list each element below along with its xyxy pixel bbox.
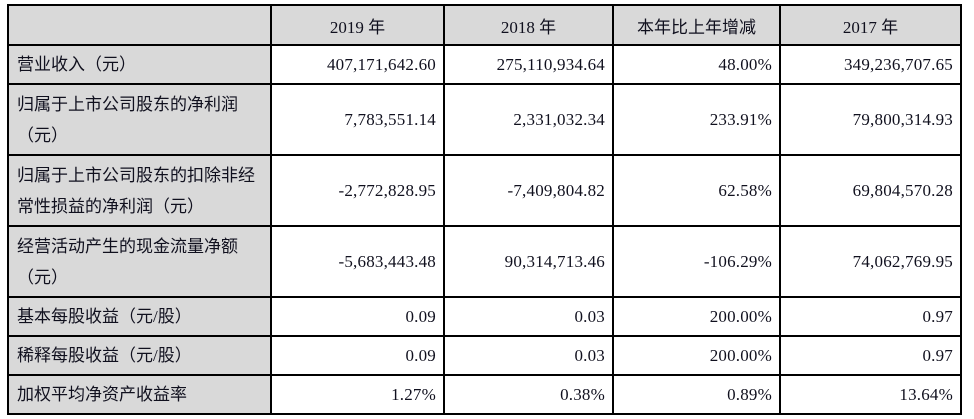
value-cell: 0.89% <box>612 374 781 415</box>
value-cell: -5,683,443.48 <box>270 225 445 298</box>
value-cell: 233.91% <box>612 83 781 156</box>
table-row-weighted-avg-roe: 加权平均净资产收益率 1.27% 0.38% 0.89% 13.64% <box>7 374 962 415</box>
table-row-basic-eps: 基本每股收益（元/股） 0.09 0.03 200.00% 0.97 <box>7 296 962 337</box>
value-cell: 0.03 <box>443 335 614 376</box>
value-cell: -7,409,804.82 <box>443 154 614 227</box>
column-header-2017: 2017 年 <box>779 4 962 46</box>
row-label-cell: 归属于上市公司股东的净利润（元） <box>7 83 272 156</box>
value-cell: 7,783,551.14 <box>270 83 445 156</box>
row-label-cell: 经营活动产生的现金流量净额（元） <box>7 225 272 298</box>
header-row: 2019 年 2018 年 本年比上年增减 2017 年 <box>7 4 962 46</box>
value-cell: 200.00% <box>612 335 781 376</box>
value-cell: -2,772,828.95 <box>270 154 445 227</box>
column-header-yoy-change: 本年比上年增减 <box>612 4 781 46</box>
value-cell: 2,331,032.34 <box>443 83 614 156</box>
value-cell: 90,314,713.46 <box>443 225 614 298</box>
value-cell: 74,062,769.95 <box>779 225 962 298</box>
value-cell: 275,110,934.64 <box>443 44 614 85</box>
value-cell: 62.58% <box>612 154 781 227</box>
row-label-cell: 基本每股收益（元/股） <box>7 296 272 337</box>
row-label-cell: 归属于上市公司股东的扣除非经常性损益的净利润（元） <box>7 154 272 227</box>
table-row-diluted-eps: 稀释每股收益（元/股） 0.09 0.03 200.00% 0.97 <box>7 335 962 376</box>
column-header-2019: 2019 年 <box>270 4 445 46</box>
value-cell: 0.38% <box>443 374 614 415</box>
column-header-2018: 2018 年 <box>443 4 614 46</box>
value-cell: 349,236,707.65 <box>779 44 962 85</box>
value-cell: 200.00% <box>612 296 781 337</box>
financial-summary-table: 2019 年 2018 年 本年比上年增减 2017 年 营业收入（元） 407… <box>7 4 962 415</box>
value-cell: 0.09 <box>270 296 445 337</box>
value-cell: 79,800,314.93 <box>779 83 962 156</box>
value-cell: 407,171,642.60 <box>270 44 445 85</box>
row-label-cell: 营业收入（元） <box>7 44 272 85</box>
column-header-empty <box>7 4 272 46</box>
row-label-cell: 加权平均净资产收益率 <box>7 374 272 415</box>
value-cell: 1.27% <box>270 374 445 415</box>
value-cell: 13.64% <box>779 374 962 415</box>
table-row-net-profit-excl-nonrecurring: 归属于上市公司股东的扣除非经常性损益的净利润（元） -2,772,828.95 … <box>7 154 962 227</box>
value-cell: 0.09 <box>270 335 445 376</box>
value-cell: -106.29% <box>612 225 781 298</box>
table-row-operating-cash-flow: 经营活动产生的现金流量净额（元） -5,683,443.48 90,314,71… <box>7 225 962 298</box>
value-cell: 0.03 <box>443 296 614 337</box>
value-cell: 0.97 <box>779 296 962 337</box>
value-cell: 48.00% <box>612 44 781 85</box>
table-row-operating-revenue: 营业收入（元） 407,171,642.60 275,110,934.64 48… <box>7 44 962 85</box>
value-cell: 0.97 <box>779 335 962 376</box>
row-label-cell: 稀释每股收益（元/股） <box>7 335 272 376</box>
value-cell: 69,804,570.28 <box>779 154 962 227</box>
table-row-net-profit: 归属于上市公司股东的净利润（元） 7,783,551.14 2,331,032.… <box>7 83 962 156</box>
